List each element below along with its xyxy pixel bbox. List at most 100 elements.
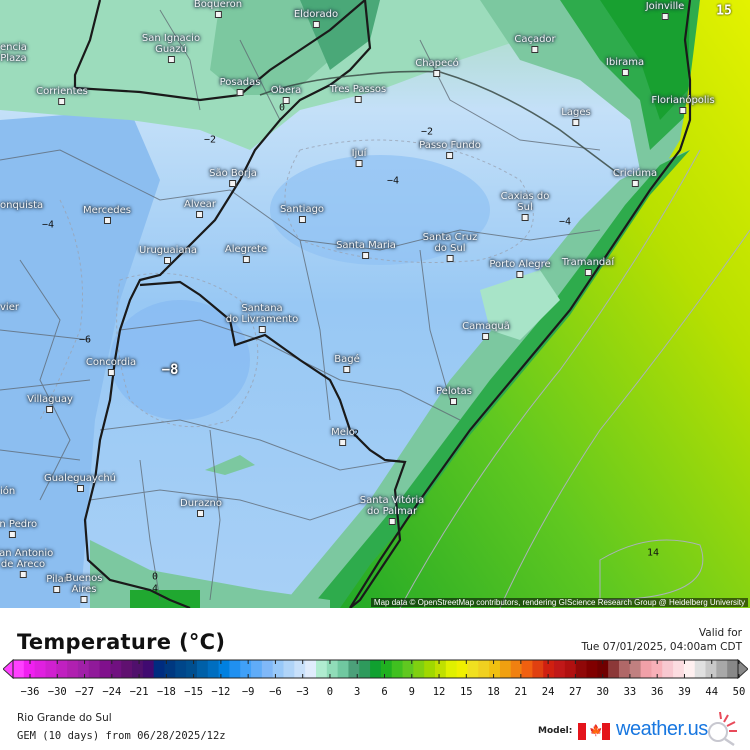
partial-city-label: ión <box>0 486 16 497</box>
city-marker[interactable]: San Ignacio Guazú <box>142 33 200 63</box>
city-marker[interactable]: Uruguaiana <box>139 245 197 264</box>
city-name: Florianópolis <box>651 95 715 106</box>
city-name: Ibirama <box>605 57 645 68</box>
partial-city-label: vier <box>0 302 19 313</box>
map-attribution[interactable]: Map data © OpenStreetMap contributors, r… <box>370 598 748 607</box>
legend-panel: Temperature (°C) Valid for Tue 07/01/202… <box>0 608 750 750</box>
city-marker[interactable]: Gualeguaychú <box>44 473 116 492</box>
colorbar-tick-label: −6 <box>269 686 282 698</box>
city-marker[interactable]: Durazno <box>180 498 222 517</box>
contour-label: 0 <box>151 571 159 583</box>
city-marker[interactable]: Pilar <box>46 574 68 593</box>
colorbar-tick-label: −30 <box>47 686 67 698</box>
city-marker[interactable]: Camaquã <box>462 321 510 340</box>
city-marker[interactable]: Melo <box>331 427 355 446</box>
city-marker[interactable]: Tramandaí <box>562 257 614 276</box>
city-dot-icon <box>446 152 454 159</box>
city-marker[interactable]: Mercedes <box>83 205 131 224</box>
city-marker[interactable]: Alegrete <box>225 244 267 263</box>
city-dot-icon <box>58 98 66 105</box>
city-marker[interactable]: San Pedro <box>0 519 37 538</box>
colorbar-tick-label: 30 <box>596 686 609 698</box>
contour-label: −6 <box>78 334 92 346</box>
colorbar-tick-label: 39 <box>678 686 691 698</box>
city-marker[interactable]: Santiago <box>280 204 324 223</box>
city-marker[interactable]: Tres Passos <box>329 84 387 103</box>
city-marker[interactable]: Ibirama <box>606 57 644 76</box>
city-dot-icon <box>107 369 115 376</box>
colorbar-tick-label: −36 <box>20 686 40 698</box>
region-name: Rio Grande do Sul <box>17 712 112 724</box>
model-run: GEM (10 days) from 06/28/2025/12z <box>17 730 226 742</box>
frame-number: 15 <box>716 3 732 19</box>
city-marker[interactable]: Obera <box>271 85 301 104</box>
colorbar-tick-label: 27 <box>569 686 582 698</box>
city-name: Alvear <box>184 199 216 210</box>
city-marker[interactable]: Pelotas <box>436 386 472 405</box>
city-marker[interactable]: Santana do Livramento <box>226 303 298 333</box>
colorbar-tick-label: 9 <box>408 686 415 698</box>
partial-city-label: onquista <box>0 200 44 211</box>
city-dot-icon <box>312 21 320 28</box>
city-name: Ijuí <box>351 148 367 159</box>
city-marker[interactable]: Eldorado <box>294 9 338 28</box>
temperature-field <box>0 0 750 608</box>
canada-flag-icon: 🍁 <box>578 723 610 740</box>
city-marker[interactable]: Buenos Aires <box>65 573 103 603</box>
city-name: Lages <box>561 107 591 118</box>
city-marker[interactable]: Bagé <box>334 354 360 373</box>
contour-label: −4 <box>41 219 55 231</box>
city-name: Porto Alegre <box>489 259 551 270</box>
city-marker[interactable]: Santa Maria <box>336 240 396 259</box>
city-marker[interactable]: Concordia <box>86 357 136 376</box>
colorbar-tick-label: −12 <box>211 686 231 698</box>
colorbar-tick-label: 15 <box>459 686 473 698</box>
city-name: Santa Cruz <box>422 232 478 243</box>
city-marker[interactable]: Criciúma <box>613 168 657 187</box>
city-marker[interactable]: Chapecó <box>415 58 459 77</box>
city-name: San Antonio <box>0 548 54 559</box>
city-dot-icon <box>446 255 454 262</box>
colorbar-tick-label: 36 <box>650 686 664 698</box>
city-name: Buenos <box>65 573 103 584</box>
city-marker[interactable]: Passo Fundo <box>419 140 481 159</box>
city-name: Melo <box>331 427 355 438</box>
city-marker[interactable]: Santa Cruz do Sul <box>422 232 478 262</box>
city-marker[interactable]: Alvear <box>184 199 216 218</box>
city-marker[interactable]: São Borja <box>209 168 257 187</box>
contour-label: −4 <box>558 216 572 228</box>
contour-label: −2 <box>420 126 434 138</box>
city-marker[interactable]: Caxias do Sul <box>501 191 549 221</box>
city-marker[interactable]: Caçador <box>514 34 556 53</box>
city-dot-icon <box>433 70 441 77</box>
city-name: Uruguaiana <box>139 245 197 256</box>
city-marker[interactable]: Ijuí <box>351 148 367 167</box>
city-name: do Livramento <box>225 314 299 325</box>
colorbar-tick-label: 18 <box>487 686 500 698</box>
city-name: Santana <box>241 303 283 314</box>
valid-datetime: Tue 07/01/2025, 04:00am CDT <box>581 641 742 653</box>
city-dot-icon <box>8 531 16 538</box>
colorbar-ticks: −36 −30 −27 −24 −21 −18 −15 −12 −9 −6 −3 0 3 6 9 12 15 18… <box>0 686 750 700</box>
city-marker[interactable]: Lages <box>561 107 591 126</box>
city-dot-icon <box>236 89 244 96</box>
city-dot-icon <box>197 510 205 517</box>
city-marker[interactable]: Santa Vitória do Palmar <box>360 495 424 525</box>
brand-block[interactable]: Model: 🍁 weather.us <box>538 712 738 746</box>
city-dot-icon <box>572 119 580 126</box>
city-marker[interactable]: Florianópolis <box>651 95 715 114</box>
city-dot-icon <box>531 46 539 53</box>
city-marker[interactable]: Boqueron <box>194 0 242 18</box>
city-marker[interactable]: Porto Alegre <box>489 259 551 278</box>
city-marker[interactable]: Corrientes <box>36 86 88 105</box>
legend-title: Temperature (°C) <box>17 630 226 654</box>
weather-us-logo[interactable]: weather.us <box>616 718 708 740</box>
temperature-map[interactable]: Boqueron Eldorado Joinville San Ignacio Guaz… <box>0 0 750 608</box>
city-name: Pilar <box>46 574 68 585</box>
city-marker[interactable]: Villaguay <box>27 394 73 413</box>
city-marker[interactable]: Joinville <box>646 1 684 20</box>
contour-label: −8 <box>161 362 179 378</box>
city-name: Tres Passos <box>329 84 387 95</box>
city-marker[interactable]: Posadas <box>220 77 260 96</box>
